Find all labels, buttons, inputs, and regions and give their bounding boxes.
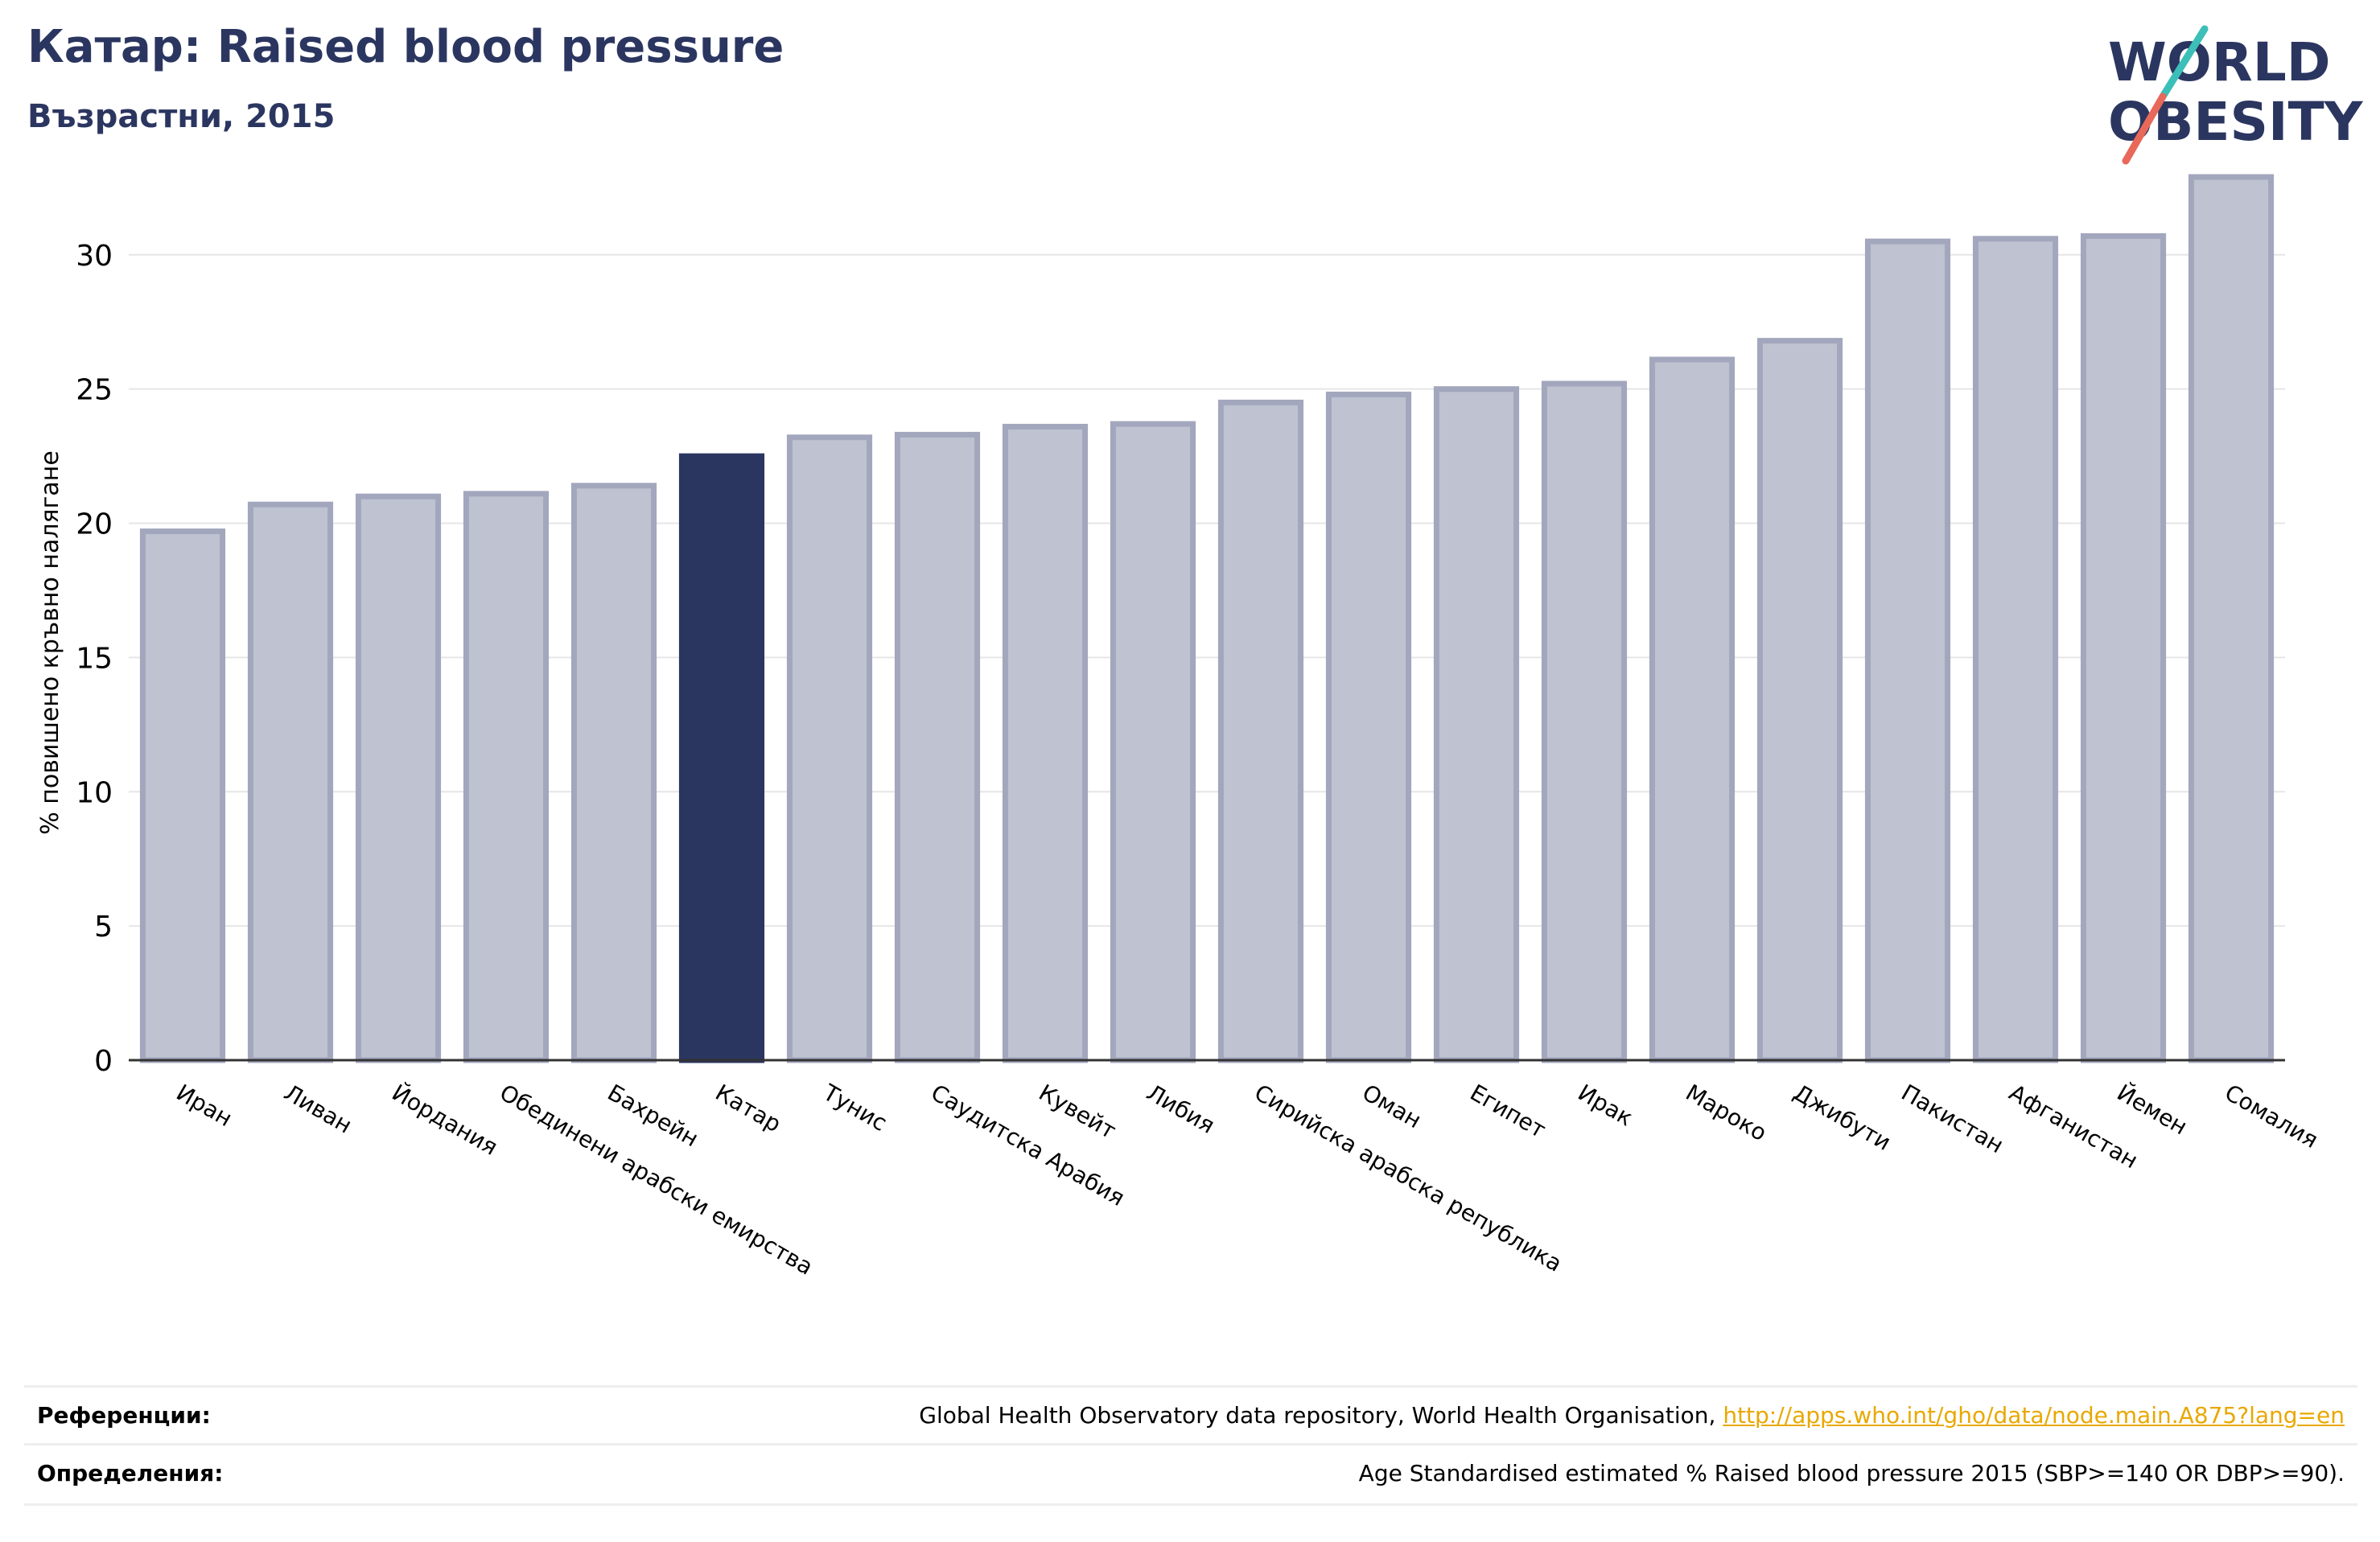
references-link[interactable]: http://apps.who.int/gho/data/node.main.A… [1723, 1402, 2345, 1429]
x-tick-label: Саудитска Арабия [927, 1079, 1130, 1211]
definitions-row: Определения: Age Standardised estimated … [24, 1443, 2357, 1506]
bar [1972, 236, 2059, 1063]
bar [2080, 232, 2167, 1063]
x-tick-label: Оман [1358, 1079, 1427, 1133]
references-row: Референции: Global Health Observatory da… [24, 1385, 2357, 1445]
y-tick-label: 10 [76, 776, 113, 809]
references-text: Global Health Observatory data repositor… [919, 1402, 1723, 1429]
x-tick-label: Египет [1466, 1079, 1550, 1143]
x-tick-label: Сомалия [2221, 1079, 2323, 1153]
definitions-text: Age Standardised estimated % Raised bloo… [1358, 1460, 2345, 1486]
bar [1325, 391, 1412, 1063]
definitions-label: Определения: [37, 1460, 224, 1486]
page-subtitle: Възрастни, 2015 [27, 98, 336, 135]
bar [355, 493, 442, 1063]
y-tick-label: 30 [76, 240, 113, 273]
world-obesity-logo: WORLD OBESITY [2108, 25, 2364, 165]
bar [894, 431, 981, 1063]
bar [247, 501, 334, 1063]
bar [1864, 238, 1951, 1063]
bar [678, 453, 765, 1063]
y-tick-label: 20 [76, 508, 113, 541]
bar [1756, 338, 1843, 1063]
x-tick-label: Йордания [388, 1079, 503, 1161]
x-tick-label: Мароко [1682, 1079, 1772, 1146]
bar [1110, 421, 1196, 1063]
page-title: Катар: Raised blood pressure [27, 21, 784, 73]
y-tick-label: 5 [94, 911, 113, 944]
bar [570, 483, 657, 1063]
y-tick-label: 25 [76, 374, 113, 407]
bar [2188, 174, 2275, 1063]
x-tick-label: Катар [711, 1079, 786, 1137]
bar [1002, 423, 1089, 1063]
x-tick-label: Тунис [818, 1079, 891, 1137]
bar [1649, 356, 1736, 1063]
x-tick-label: Ирак [1574, 1079, 1638, 1131]
logo-slash-teal [2159, 25, 2209, 101]
bar [139, 528, 226, 1063]
y-tick-label: 15 [76, 642, 113, 675]
references-label: Референции: [37, 1402, 211, 1429]
x-tick-label: Ливан [280, 1079, 356, 1138]
y-tick-label: 0 [94, 1045, 113, 1078]
x-tick-label: Кувейт [1035, 1079, 1121, 1144]
x-tick-label: Йемен [2113, 1079, 2193, 1141]
y-axis-label: % повишено кръвно налягане [36, 450, 64, 835]
x-tick-label: Пакистан [1897, 1079, 2008, 1158]
x-tick-label: Иран [172, 1079, 237, 1132]
x-tick-label: Либия [1143, 1079, 1220, 1138]
x-tick-label: Бахрейн [603, 1079, 703, 1152]
logo-slash-red [2122, 93, 2167, 165]
bar [786, 434, 873, 1063]
bar [1217, 399, 1304, 1063]
bar [1541, 380, 1628, 1063]
bar [463, 491, 550, 1063]
logo-line1: WORLD [2108, 31, 2331, 93]
bar-chart: 0 5 10 15 20 25 30 % повишено кръвно налягане Ир… [36, 174, 2323, 1281]
bar [1433, 386, 1520, 1063]
x-tick-label: Джибути [1789, 1079, 1896, 1155]
references-value: Global Health Observatory data repositor… [919, 1402, 2345, 1429]
